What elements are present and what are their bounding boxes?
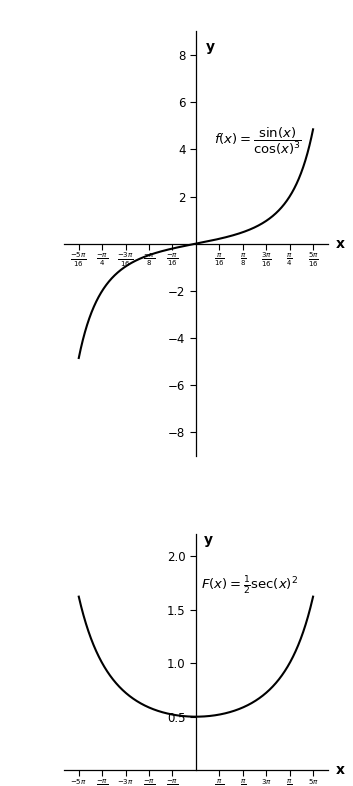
- Text: $f(x) = \dfrac{\sin(x)}{\cos(x)^3}$: $f(x) = \dfrac{\sin(x)}{\cos(x)^3}$: [214, 126, 303, 157]
- Text: $\mathbf{x}$: $\mathbf{x}$: [335, 237, 346, 251]
- Text: $\mathbf{y}$: $\mathbf{y}$: [205, 41, 216, 56]
- Text: $\mathbf{y}$: $\mathbf{y}$: [203, 534, 214, 549]
- Text: $F(x) = \frac{1}{2}\sec(x)^2$: $F(x) = \frac{1}{2}\sec(x)^2$: [201, 575, 298, 597]
- Text: $\mathbf{x}$: $\mathbf{x}$: [335, 763, 346, 777]
